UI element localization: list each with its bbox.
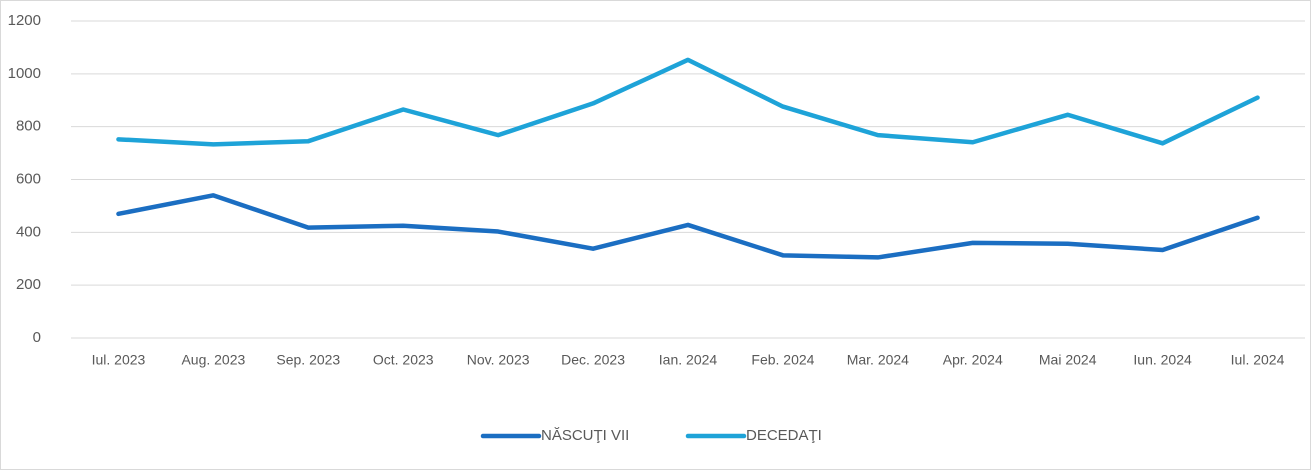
- y-tick-label: 1000: [8, 65, 41, 82]
- x-tick-label: Mar. 2024: [847, 352, 909, 368]
- x-tick-label: Aug. 2023: [181, 352, 245, 368]
- x-tick-label: Apr. 2024: [943, 352, 1003, 368]
- legend-label: NĂSCUŢI VII: [541, 427, 629, 444]
- line-series: [116, 193, 1260, 260]
- y-tick-label: 400: [16, 223, 41, 240]
- x-tick-label: Dec. 2023: [561, 352, 625, 368]
- y-tick-label: 200: [16, 276, 41, 293]
- legend-label: DECEDAŢI: [746, 427, 822, 444]
- line-series: [116, 57, 1260, 147]
- y-tick-label: 1200: [8, 12, 41, 29]
- x-tick-label: Oct. 2023: [373, 352, 434, 368]
- x-tick-label: Iul. 2023: [92, 352, 146, 368]
- x-tick-label: Ian. 2024: [659, 352, 718, 368]
- x-tick-label: Iun. 2024: [1133, 352, 1192, 368]
- x-tick-label: Nov. 2023: [467, 352, 530, 368]
- x-tick-label: Feb. 2024: [751, 352, 814, 368]
- y-tick-label: 0: [33, 329, 41, 346]
- x-tick-label: Mai 2024: [1039, 352, 1097, 368]
- y-tick-label: 600: [16, 170, 41, 187]
- y-tick-label: 800: [16, 118, 41, 135]
- x-tick-label: Sep. 2023: [276, 352, 340, 368]
- x-tick-label: Iul. 2024: [1231, 352, 1285, 368]
